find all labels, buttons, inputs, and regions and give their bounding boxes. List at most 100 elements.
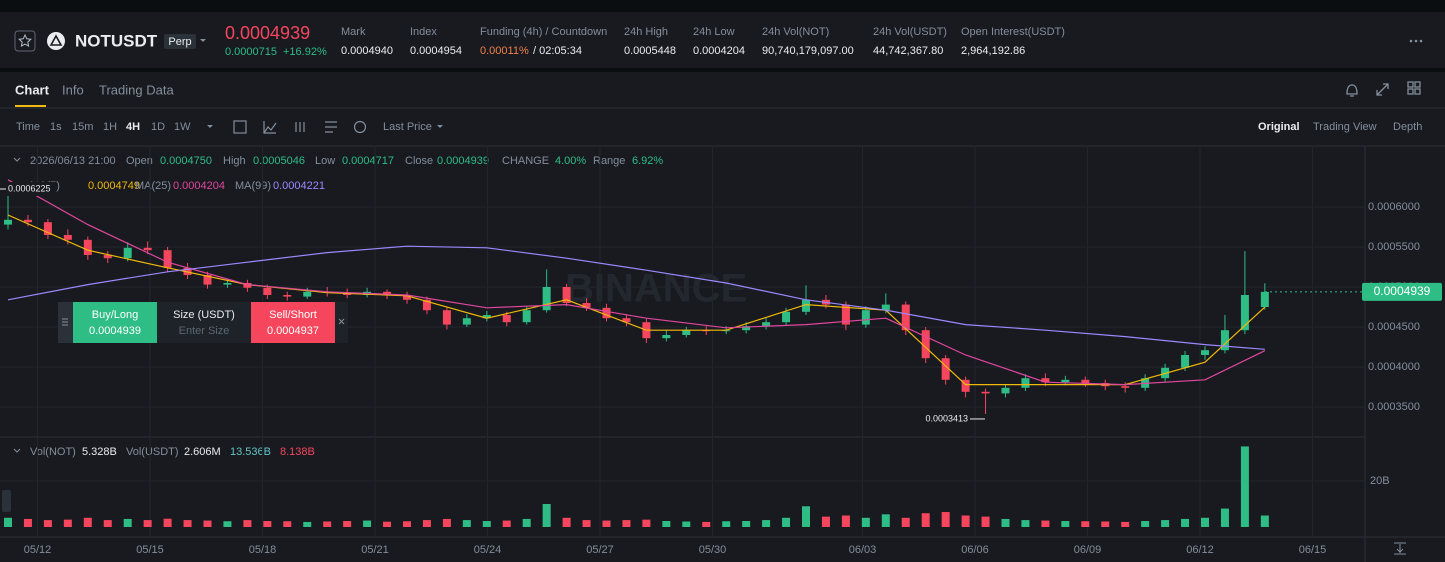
- candle-body: [123, 247, 132, 259]
- candle-body: [1021, 378, 1030, 388]
- candle-body: [981, 391, 990, 394]
- volume-bar: [981, 516, 990, 527]
- candle-body: [901, 304, 910, 331]
- interval[interactable]: 15m: [72, 121, 93, 133]
- candle-body: [1121, 386, 1130, 388]
- volume-bar: [941, 512, 950, 527]
- volume-bar: [821, 516, 830, 527]
- volume-bar: [343, 521, 352, 527]
- interval[interactable]: 4H: [126, 121, 140, 133]
- volume-bar: [1141, 521, 1150, 527]
- candle-body: [283, 295, 292, 297]
- favorite-button[interactable]: [14, 30, 36, 52]
- ohlc-legend: CHANGE: [502, 155, 549, 167]
- volume-legend: 13.536B: [230, 446, 271, 458]
- order-text: Size (USDT): [173, 309, 235, 321]
- volume-bar: [1201, 517, 1209, 527]
- stat-label: 24h Low: [693, 26, 735, 38]
- interval[interactable]: 1s: [50, 121, 62, 133]
- low-marker-label: 0.0003413: [925, 413, 968, 423]
- candle-body: [1181, 355, 1190, 368]
- tab[interactable]: Trading Data: [99, 82, 174, 97]
- x-tick-label: 06/03: [849, 544, 877, 556]
- volume-bar: [263, 521, 272, 527]
- interval[interactable]: 1H: [103, 121, 117, 133]
- panel-close-bg[interactable]: [335, 302, 348, 343]
- collapse-caret[interactable]: [13, 157, 21, 453]
- candle-body: [582, 303, 591, 308]
- candle-body: [1061, 379, 1070, 383]
- candle-body: [602, 307, 611, 319]
- candle-body: [1001, 387, 1010, 394]
- volume-bar: [622, 520, 631, 527]
- sell-button[interactable]: [251, 302, 335, 343]
- candle-body: [23, 219, 32, 223]
- high-marker-label: 0.0006225: [8, 183, 51, 193]
- view-option[interactable]: Trading View: [1313, 121, 1377, 133]
- view-option[interactable]: Original: [1258, 121, 1300, 133]
- price-type[interactable]: Last Price: [383, 121, 432, 133]
- order-text: Sell/Short: [269, 309, 317, 321]
- volume-bar: [841, 515, 850, 527]
- volume-bar: [1220, 508, 1229, 527]
- candle-body: [841, 304, 850, 325]
- x-tick-label: 06/12: [1186, 544, 1214, 556]
- candle-body: [802, 299, 810, 312]
- volume-bar: [1061, 521, 1070, 527]
- size-input[interactable]: [157, 302, 251, 343]
- volume-bar: [403, 521, 411, 527]
- x-tick-label: 05/24: [474, 544, 502, 556]
- volume-bar: [1181, 518, 1190, 527]
- coin-logo-mark: [49, 34, 63, 46]
- volume-bar: [722, 521, 731, 527]
- volume-bar: [1001, 518, 1010, 527]
- volume-bar: [283, 521, 292, 527]
- candle-body: [143, 247, 152, 251]
- buy-button[interactable]: [73, 302, 157, 343]
- tab[interactable]: Info: [62, 82, 84, 97]
- chart: 0.00035000.00040000.00045000.00050000.00…: [0, 146, 1442, 556]
- ohlc-legend: Range: [593, 155, 625, 167]
- caret[interactable]: [437, 125, 443, 128]
- tool-icons[interactable]: [233, 120, 367, 134]
- volume-bar: [782, 517, 791, 527]
- candle-body: [1260, 291, 1269, 307]
- order-panel: Buy/Long 0.0004939 Size (USDT) Enter Size Se…: [58, 302, 348, 343]
- panel-icons[interactable]: [1346, 81, 1421, 97]
- interval[interactable]: Time: [16, 121, 40, 133]
- stat-value: 0.0004940: [341, 45, 393, 57]
- volume-bar: [383, 521, 392, 527]
- volume-bar: [702, 521, 711, 527]
- tab[interactable]: Chart: [15, 82, 50, 97]
- volume-bar: [522, 518, 531, 527]
- candle-body: [303, 291, 312, 297]
- x-tick-label: 06/09: [1074, 544, 1102, 556]
- order-text: Buy/Long: [92, 309, 138, 321]
- scroll-icon[interactable]: [1394, 542, 1406, 555]
- more-menu[interactable]: [1409, 39, 1423, 43]
- marker-bg: [0, 182, 56, 196]
- tab-underline: [15, 105, 46, 107]
- candle-body: [223, 283, 232, 285]
- caret[interactable]: [207, 125, 213, 128]
- last-price: 0.0004939: [225, 23, 310, 43]
- candle-body: [103, 255, 112, 259]
- side-handle[interactable]: [2, 490, 11, 512]
- interval[interactable]: 1W: [174, 121, 191, 133]
- symbol[interactable]: NOTUSDT: [75, 31, 158, 50]
- candle-body: [682, 330, 691, 335]
- interval[interactable]: 1D: [151, 121, 165, 133]
- view-option[interactable]: Depth: [1393, 121, 1422, 133]
- ohlc-legend: 0.0005046: [253, 155, 305, 167]
- candle-body: [762, 322, 771, 327]
- ma-legend-value: 0.0004221: [273, 180, 325, 192]
- stat-value: 44,742,367.80: [873, 45, 943, 57]
- x-tick-label: 05/18: [249, 544, 277, 556]
- price-change-pct: +16.92%: [283, 46, 327, 58]
- ma-legend-value: 0.0004749: [88, 180, 140, 192]
- candle-body: [562, 287, 571, 303]
- caret[interactable]: [200, 39, 206, 42]
- y-tick-label: 20B: [1370, 475, 1390, 487]
- volume-legend: 8.138B: [280, 446, 315, 458]
